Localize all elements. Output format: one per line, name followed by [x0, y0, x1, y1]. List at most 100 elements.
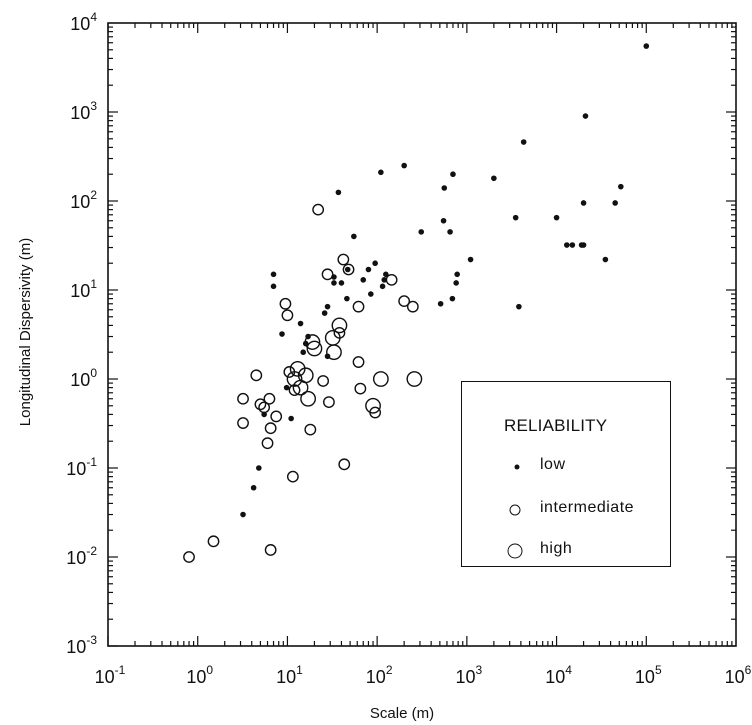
small-circle-icon — [509, 504, 521, 516]
point-low — [582, 113, 589, 119]
point-low — [372, 260, 378, 267]
point-high — [406, 371, 423, 387]
point-low — [569, 242, 576, 248]
x-tick-label: 101 — [276, 663, 303, 687]
point-high — [297, 367, 314, 384]
point-low — [335, 189, 342, 196]
point-intermediate — [385, 273, 398, 286]
x-tick-label: 104 — [545, 663, 572, 687]
point-low — [401, 162, 407, 169]
point-low — [344, 295, 350, 302]
point-low — [297, 320, 304, 327]
point-high — [365, 397, 381, 414]
point-low — [612, 200, 618, 206]
point-high — [372, 371, 389, 387]
point-high — [300, 390, 317, 407]
legend-label-low: low — [540, 456, 566, 473]
point-low — [447, 229, 453, 235]
point-low — [437, 300, 444, 307]
y-tick-label: 104 — [70, 10, 97, 34]
point-low — [283, 384, 290, 391]
point-low — [256, 465, 262, 471]
point-high — [331, 317, 348, 334]
point-low — [338, 280, 345, 286]
point-low — [516, 303, 522, 310]
x-tick-label: 105 — [635, 663, 662, 687]
point-low — [491, 175, 497, 182]
point-low — [454, 271, 460, 278]
point-intermediate — [352, 300, 365, 313]
point-low — [467, 256, 474, 263]
y-tick-label: 101 — [70, 277, 97, 301]
point-high — [304, 334, 321, 350]
filled-dot-icon — [514, 464, 520, 470]
point-low — [520, 139, 527, 145]
x-tick-label: 106 — [725, 663, 752, 687]
point-low — [331, 280, 337, 286]
y-tick-label: 10-3 — [66, 633, 97, 657]
legend: RELIABILITY low intermediate high — [461, 381, 671, 567]
point-low — [288, 415, 294, 422]
point-intermediate — [337, 253, 350, 266]
point-low — [270, 271, 277, 278]
axis-ticks — [107, 23, 736, 647]
y-tick-label: 10-2 — [66, 544, 97, 568]
point-intermediate — [406, 300, 419, 313]
point-low — [365, 266, 372, 273]
point-intermediate — [352, 356, 365, 368]
point-low — [450, 171, 456, 178]
x-tick-labels: 10-1 100 101 102 103 104 105 106 — [95, 663, 752, 687]
point-low — [279, 331, 285, 337]
legend-label-high: high — [540, 540, 573, 557]
point-intermediate — [270, 410, 283, 423]
point-intermediate — [354, 382, 367, 395]
point-low — [563, 242, 570, 248]
point-low — [240, 511, 246, 518]
point-high — [286, 371, 303, 387]
x-axis-title: Scale (m) — [370, 705, 434, 722]
point-low — [378, 169, 384, 176]
y-tick-label: 100 — [70, 366, 97, 390]
x-tick-label: 102 — [366, 663, 393, 687]
point-low — [453, 280, 459, 286]
point-low — [321, 310, 328, 316]
point-low — [368, 291, 374, 297]
point-intermediate — [258, 401, 271, 414]
y-tick-label: 102 — [70, 188, 97, 212]
point-intermediate — [207, 535, 220, 548]
point-intermediate — [250, 369, 263, 382]
point-low — [580, 242, 587, 248]
point-intermediate — [263, 392, 276, 405]
point-intermediate — [237, 417, 249, 429]
point-intermediate — [312, 203, 325, 216]
point-low — [512, 214, 519, 221]
x-tick-label: 103 — [455, 663, 482, 687]
point-low — [379, 283, 386, 290]
legend-entry-intermediate: intermediate — [462, 496, 670, 524]
point-low — [270, 283, 277, 290]
y-tick-label: 103 — [70, 99, 97, 123]
point-intermediate — [342, 263, 355, 276]
point-low — [324, 303, 331, 310]
point-intermediate — [321, 268, 334, 281]
y-tick-labels: 10-3 10-2 10-1 100 101 102 103 104 — [66, 10, 97, 657]
point-intermediate — [237, 392, 249, 405]
point-low — [553, 214, 560, 221]
point-intermediate — [261, 437, 274, 450]
plot-frame — [107, 22, 737, 647]
x-tick-label: 10-1 — [95, 663, 126, 687]
point-low — [440, 217, 447, 224]
point-intermediate — [279, 297, 292, 310]
point-intermediate — [254, 398, 267, 411]
y-axis-title: Longitudinal Dispersivity (m) — [17, 238, 34, 426]
point-low — [618, 183, 624, 190]
legend-entry-low: low — [462, 453, 670, 481]
point-intermediate — [264, 544, 277, 556]
point-intermediate — [286, 470, 299, 483]
legend-label-intermediate: intermediate — [540, 499, 635, 516]
point-intermediate — [323, 396, 335, 409]
point-low — [344, 266, 351, 273]
point-intermediate — [317, 375, 330, 387]
legend-entry-high: high — [462, 537, 670, 565]
